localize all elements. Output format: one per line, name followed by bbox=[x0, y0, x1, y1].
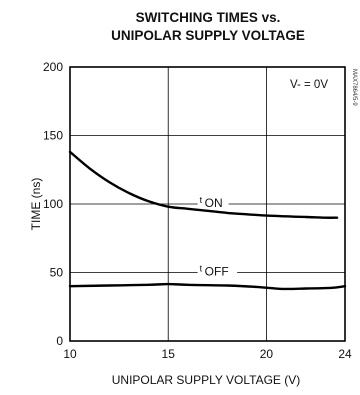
chart-title-line-2: UNIPOLAR SUPPLY VOLTAGE bbox=[111, 28, 305, 43]
y-tick-label: 150 bbox=[43, 129, 63, 143]
series-line-off bbox=[68, 282, 347, 291]
series-label-bg bbox=[197, 261, 238, 276]
series-line-on bbox=[68, 150, 339, 219]
y-tick-label: 0 bbox=[56, 334, 63, 348]
x-tick-label: 10 bbox=[63, 347, 77, 361]
x-axis-label: UNIPOLAR SUPPLY VOLTAGE (V) bbox=[112, 373, 301, 387]
x-tick-label: 24 bbox=[338, 347, 352, 361]
y-tick-label: 200 bbox=[43, 60, 63, 74]
x-tick-label: 15 bbox=[162, 347, 176, 361]
series-label-off: t OFF bbox=[200, 264, 229, 279]
annotation-note: V- = 0V bbox=[290, 79, 328, 91]
grid bbox=[70, 67, 345, 341]
y-axis-label: TIME (ns) bbox=[29, 178, 43, 231]
y-tick-label: 100 bbox=[43, 197, 63, 211]
series-label-bg bbox=[197, 193, 229, 207]
x-tick-label: 20 bbox=[260, 347, 274, 361]
chart-title-line-1: SWITCHING TIMES vs. bbox=[136, 10, 281, 25]
tick-labels: 0 50 100 150 200 10 15 20 24 bbox=[43, 60, 352, 361]
y-tick-label: 50 bbox=[50, 266, 64, 280]
series-group bbox=[68, 150, 347, 291]
series-label-on: t ON bbox=[200, 195, 223, 210]
part-number-label: MAX7864/5-9 bbox=[351, 69, 357, 106]
series-labels: t ON t OFF bbox=[197, 193, 238, 279]
plot-frame bbox=[69, 66, 346, 342]
